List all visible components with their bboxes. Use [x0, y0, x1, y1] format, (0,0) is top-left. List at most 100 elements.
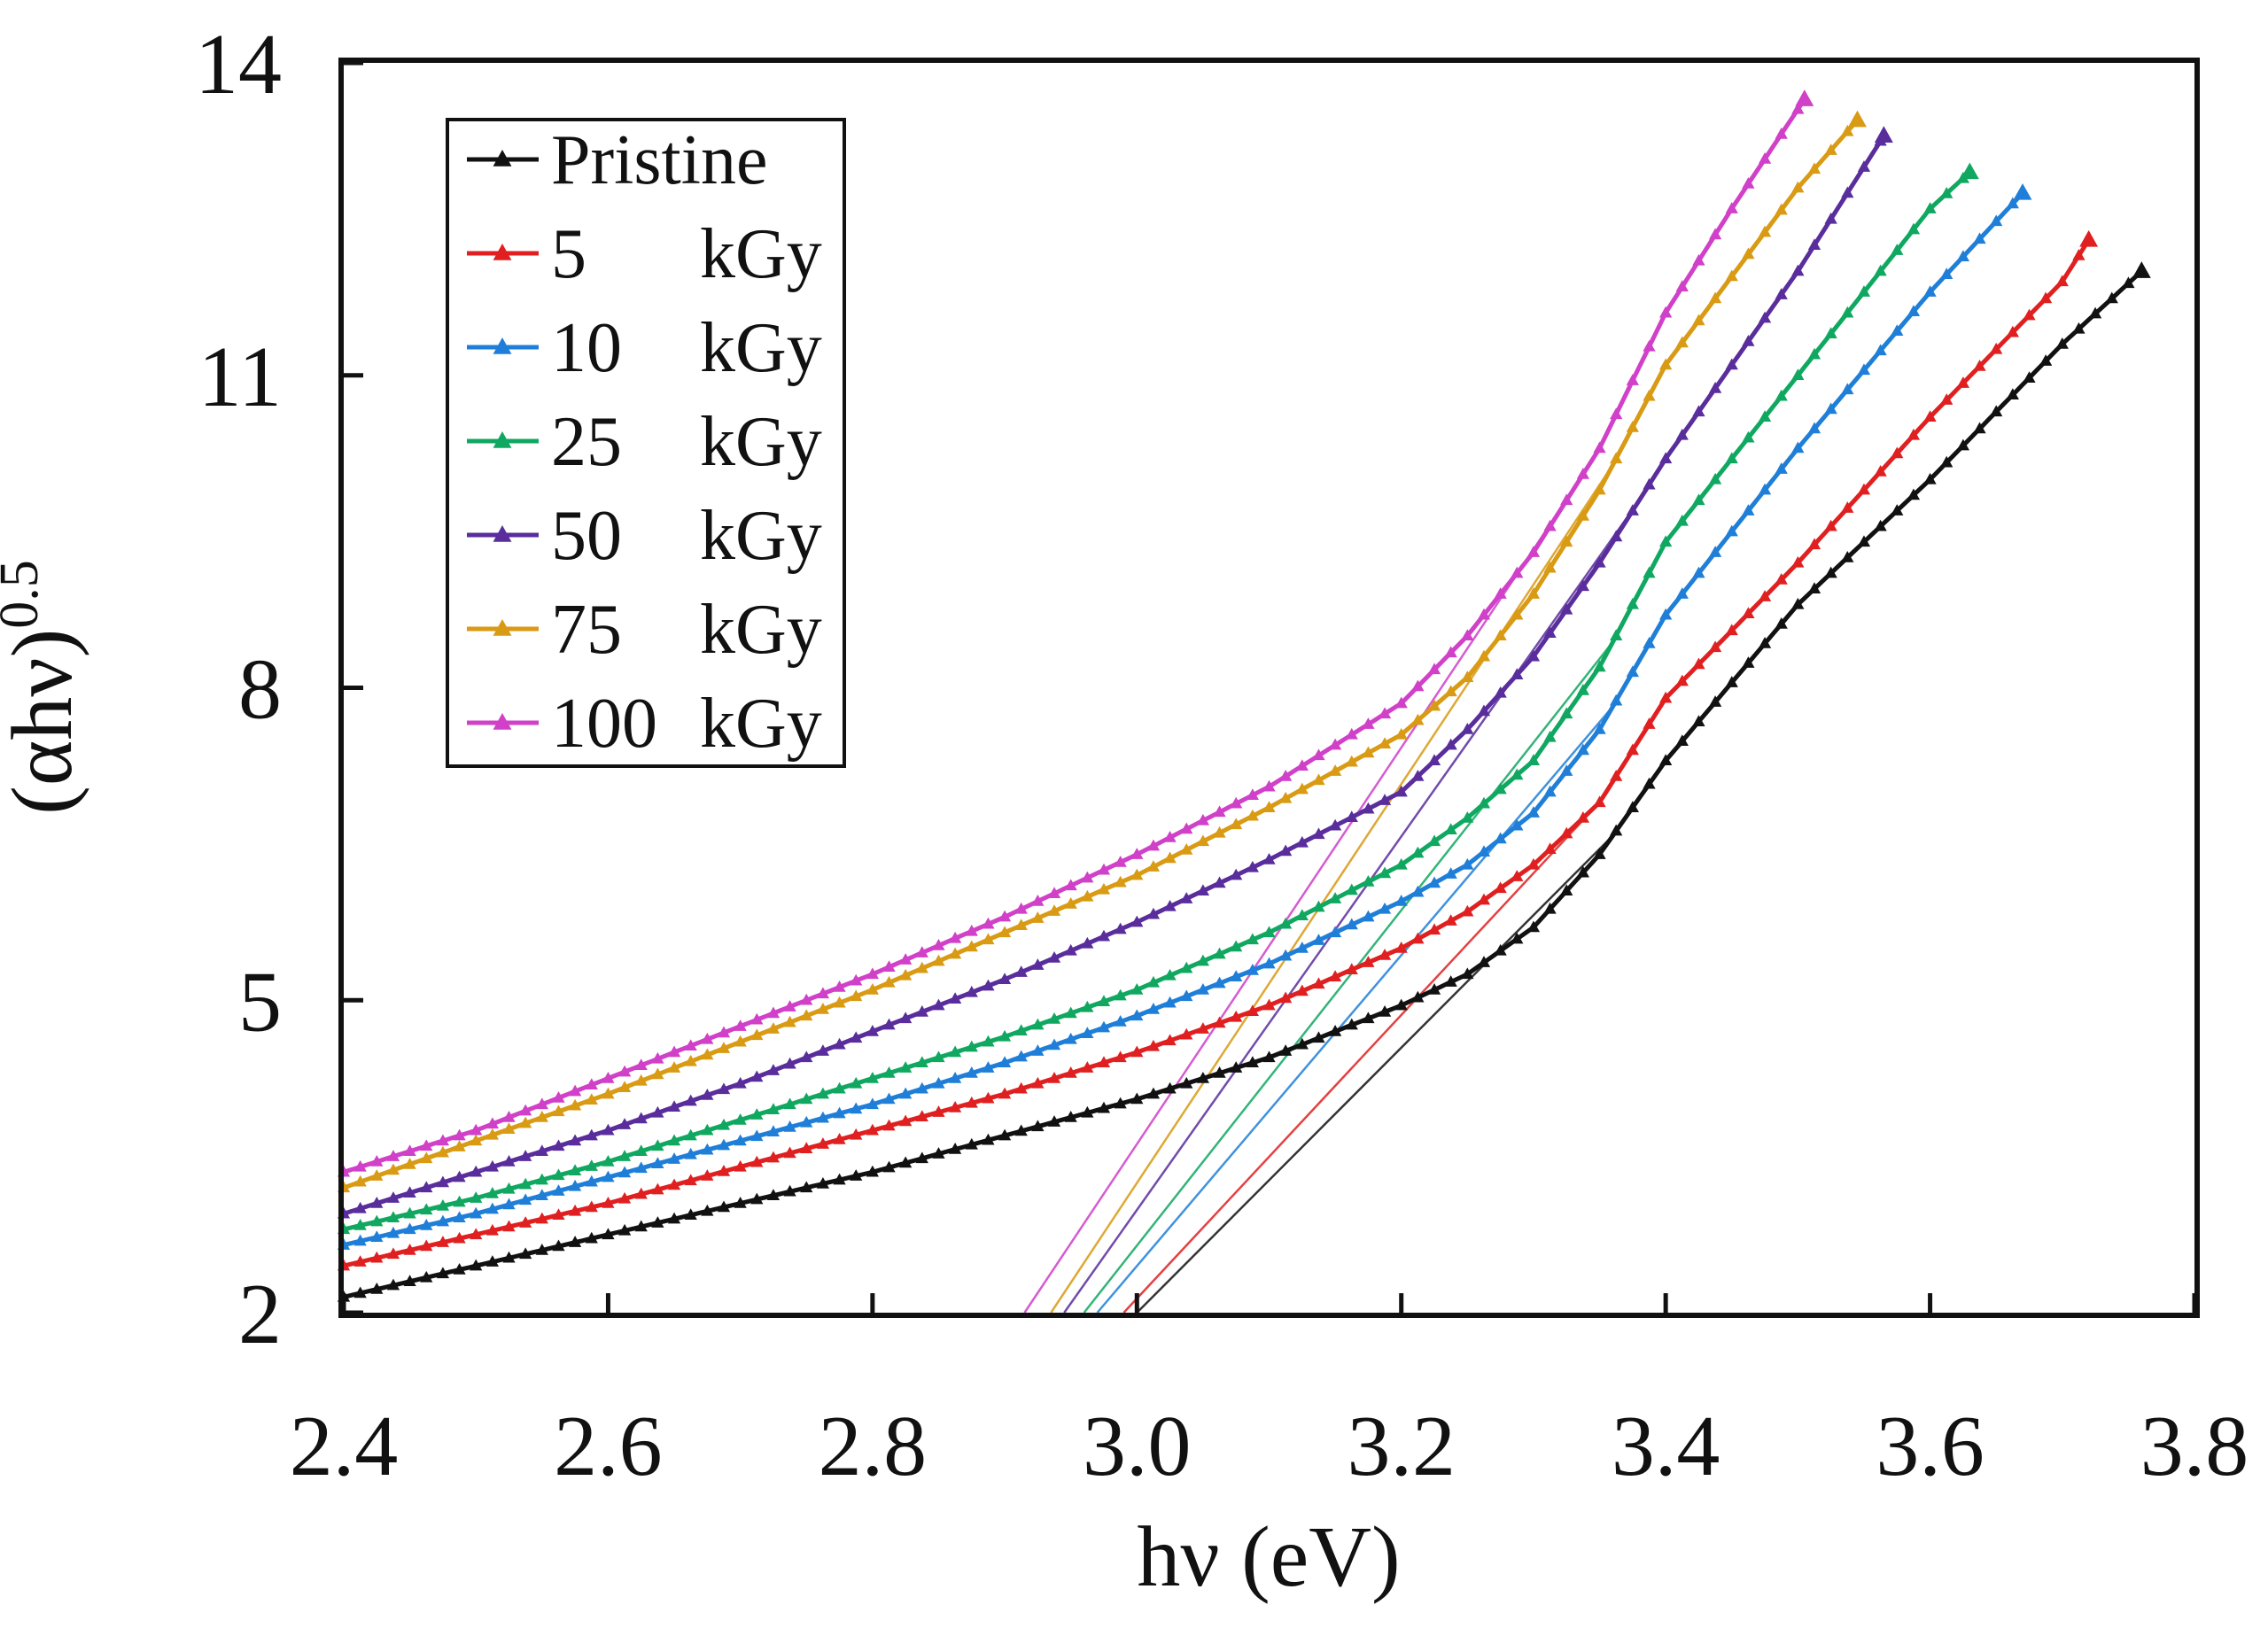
legend-unit: kGy: [700, 215, 822, 293]
data-point: [370, 1283, 384, 1294]
data-point: [1163, 968, 1177, 981]
data-point: [1626, 743, 1639, 756]
data-point: [1047, 950, 1061, 963]
data-point: [569, 1098, 582, 1111]
series-75-kgy: [337, 110, 1867, 1193]
data-point: [1511, 768, 1524, 780]
tangent-line-25-kgy: [1083, 640, 1614, 1314]
data-point: [1230, 868, 1243, 880]
data-point: [1708, 695, 1722, 707]
data-point: [1807, 582, 1821, 594]
data-point: [1610, 407, 1623, 420]
data-point: [1213, 976, 1226, 988]
data-point: [982, 1133, 995, 1145]
data-point: [915, 1004, 928, 1017]
data-point: [2023, 308, 2036, 321]
data-point: [1990, 405, 2003, 417]
data-point: [1477, 608, 1491, 620]
data-point: [701, 1123, 714, 1136]
data-point: [1328, 970, 1342, 982]
data-point: [1312, 827, 1325, 840]
data-point: [1511, 818, 1524, 831]
data-point: [1411, 990, 1425, 1003]
data-point: [1444, 867, 1457, 879]
data-point: [1362, 717, 1375, 729]
data-point: [915, 1151, 928, 1164]
data-point: [502, 1198, 516, 1210]
data-point: [1857, 483, 1871, 495]
series-line-50-kgy: [343, 134, 1886, 1216]
data-point: [998, 973, 1012, 984]
data-point: [552, 1139, 565, 1151]
data-point: [1907, 488, 1921, 500]
data-point: [701, 1204, 714, 1216]
data-point: [535, 1243, 548, 1255]
data-point: [1345, 755, 1358, 767]
data-point: [1163, 1081, 1177, 1094]
data-point: [1262, 801, 1276, 812]
data-point: [470, 1123, 483, 1136]
data-point: [1560, 535, 1573, 547]
x-axis-title: hν (eV): [1137, 1509, 1400, 1605]
data-point: [1230, 940, 1243, 952]
data-point: [800, 1092, 813, 1105]
data-point: [1427, 754, 1441, 766]
tangent-line-5-kgy: [1122, 801, 1601, 1314]
data-point: [1114, 875, 1127, 888]
data-point: [882, 1018, 896, 1030]
data-point: [1477, 845, 1491, 857]
data-point: [1362, 910, 1375, 922]
data-point: [1907, 305, 1921, 316]
data-point: [1031, 1018, 1045, 1030]
data-point: [701, 1143, 714, 1155]
data-point: [1047, 1115, 1061, 1127]
data-point: [750, 1192, 764, 1205]
data-point: [833, 996, 846, 1008]
data-point: [1874, 519, 1887, 531]
data-point: [1526, 857, 1541, 870]
legend-entry-5-kgy: 5 kGy: [467, 215, 822, 293]
data-point: [1196, 884, 1210, 896]
data-point: [1742, 247, 1755, 260]
data-point: [485, 1187, 499, 1198]
data-point: [1775, 203, 1788, 215]
data-point: [734, 1035, 747, 1047]
legend-label: 25: [551, 403, 622, 481]
data-point: [1146, 1087, 1161, 1099]
data-series: [337, 89, 2151, 1302]
data-point: [1394, 785, 1408, 797]
data-point: [1312, 748, 1325, 761]
data-point: [701, 1048, 714, 1060]
data-point: [602, 1123, 615, 1136]
data-point: [1427, 663, 1441, 675]
data-point: [1791, 264, 1805, 276]
data-point: [1511, 668, 1524, 680]
data-point: [1180, 1027, 1193, 1040]
data-point: [1097, 995, 1111, 1006]
data-point: [1312, 934, 1325, 945]
data-point: [1940, 267, 1953, 279]
data-point: [436, 1214, 450, 1227]
data-point: [1411, 769, 1425, 781]
data-point: [1857, 535, 1871, 547]
data-point: [1461, 857, 1474, 870]
legend: Pristine 5 kGy 10 kGy 25 kGy 50 kGy 75 kGy 100 kGy: [446, 118, 846, 768]
data-point: [1675, 428, 1689, 440]
data-point: [436, 1175, 450, 1188]
data-point: [1345, 883, 1358, 895]
data-point: [1923, 202, 1937, 213]
data-point: [1362, 956, 1375, 967]
data-point: [569, 1164, 582, 1176]
data-point: [1643, 717, 1656, 729]
data-point: [1543, 730, 1557, 742]
data-point: [1477, 893, 1491, 905]
data-point: [1081, 1000, 1094, 1012]
data-point: [866, 1123, 879, 1136]
data-point: [403, 1144, 416, 1156]
data-point: [420, 1239, 433, 1252]
data-point: [386, 1278, 400, 1291]
data-point: [436, 1236, 450, 1247]
data-point: [1014, 1081, 1028, 1094]
data-point: [1163, 831, 1177, 842]
data-point: [1643, 477, 1656, 490]
